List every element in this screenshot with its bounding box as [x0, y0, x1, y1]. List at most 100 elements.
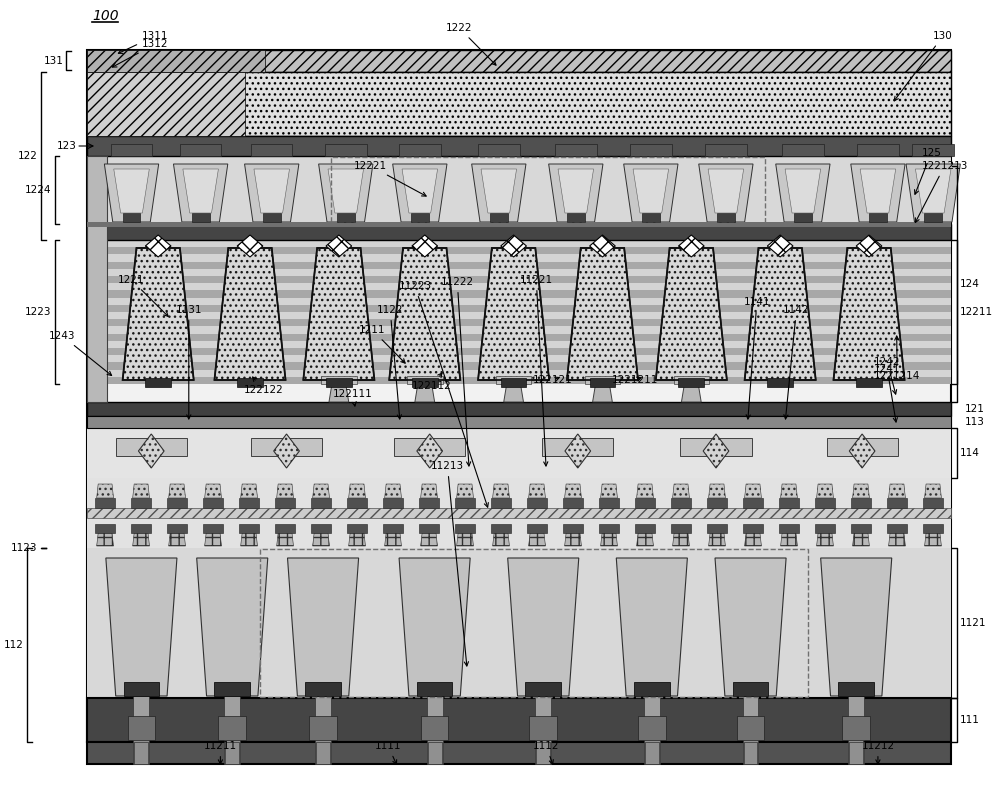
- Bar: [134, 742, 148, 764]
- Text: 1222: 1222: [446, 23, 496, 65]
- Bar: [225, 742, 239, 764]
- Bar: [87, 297, 951, 305]
- Text: 1131: 1131: [176, 305, 202, 419]
- Polygon shape: [849, 434, 875, 468]
- Bar: [203, 498, 223, 508]
- Bar: [316, 742, 330, 764]
- Bar: [501, 378, 526, 387]
- Polygon shape: [703, 434, 729, 468]
- Bar: [251, 438, 322, 456]
- Bar: [237, 378, 263, 387]
- Polygon shape: [508, 558, 579, 696]
- Polygon shape: [558, 169, 594, 213]
- Bar: [496, 376, 531, 384]
- Text: 1221211: 1221211: [612, 375, 658, 385]
- Polygon shape: [145, 235, 171, 257]
- Bar: [733, 682, 768, 696]
- Bar: [87, 340, 951, 348]
- Polygon shape: [529, 484, 545, 498]
- Polygon shape: [673, 484, 689, 498]
- Bar: [87, 333, 951, 341]
- Text: 122121: 122121: [533, 375, 573, 385]
- Bar: [542, 438, 613, 456]
- Polygon shape: [104, 164, 159, 222]
- Text: 125: 125: [915, 148, 941, 194]
- Polygon shape: [123, 248, 194, 380]
- Bar: [857, 144, 899, 156]
- Polygon shape: [169, 484, 185, 498]
- Polygon shape: [624, 164, 678, 222]
- Bar: [924, 213, 942, 222]
- Polygon shape: [709, 533, 725, 546]
- Bar: [490, 213, 508, 222]
- Text: 114: 114: [960, 448, 980, 458]
- Bar: [590, 378, 615, 387]
- Polygon shape: [906, 164, 960, 222]
- Polygon shape: [173, 164, 228, 222]
- Polygon shape: [673, 533, 689, 546]
- Bar: [87, 311, 951, 319]
- Text: 1243: 1243: [49, 331, 112, 376]
- Bar: [599, 524, 619, 533]
- Bar: [644, 696, 660, 726]
- Bar: [239, 498, 259, 508]
- Bar: [133, 740, 149, 764]
- Bar: [455, 498, 475, 508]
- Bar: [717, 213, 735, 222]
- Polygon shape: [678, 235, 704, 257]
- Polygon shape: [237, 235, 263, 257]
- Polygon shape: [745, 533, 761, 546]
- Bar: [743, 740, 758, 764]
- Polygon shape: [776, 164, 830, 222]
- Text: 1221214: 1221214: [874, 336, 920, 381]
- Polygon shape: [567, 248, 638, 380]
- Bar: [305, 682, 341, 696]
- Bar: [239, 524, 259, 533]
- Bar: [275, 524, 295, 533]
- Polygon shape: [856, 235, 882, 257]
- Bar: [87, 72, 245, 136]
- Bar: [131, 524, 151, 533]
- Text: 12221: 12221: [354, 161, 426, 196]
- Text: 11213: 11213: [431, 461, 468, 666]
- Polygon shape: [833, 248, 905, 380]
- Polygon shape: [549, 164, 603, 222]
- Bar: [779, 498, 799, 508]
- Polygon shape: [478, 248, 549, 380]
- Bar: [779, 524, 799, 533]
- Bar: [428, 742, 442, 764]
- Polygon shape: [415, 384, 435, 402]
- Bar: [87, 72, 951, 136]
- Bar: [87, 304, 951, 312]
- Text: 11222: 11222: [441, 277, 474, 466]
- Polygon shape: [493, 484, 509, 498]
- Bar: [260, 549, 808, 697]
- Polygon shape: [402, 169, 438, 213]
- Bar: [529, 716, 557, 740]
- Bar: [827, 438, 898, 456]
- Polygon shape: [715, 558, 786, 696]
- Polygon shape: [205, 484, 221, 498]
- Text: 122: 122: [18, 151, 38, 161]
- Polygon shape: [133, 484, 150, 498]
- Bar: [707, 498, 727, 508]
- Polygon shape: [745, 484, 761, 498]
- Bar: [95, 524, 115, 533]
- Text: 1122: 1122: [377, 305, 403, 419]
- Bar: [87, 268, 951, 276]
- Bar: [743, 498, 763, 508]
- Bar: [87, 282, 951, 290]
- Bar: [224, 696, 240, 726]
- Polygon shape: [254, 169, 289, 213]
- Polygon shape: [183, 169, 218, 213]
- Bar: [383, 524, 403, 533]
- Bar: [311, 524, 331, 533]
- Bar: [203, 524, 223, 533]
- Polygon shape: [169, 533, 185, 546]
- Bar: [311, 498, 331, 508]
- Polygon shape: [303, 248, 374, 380]
- Bar: [743, 696, 758, 726]
- Polygon shape: [889, 484, 905, 498]
- Polygon shape: [681, 384, 701, 402]
- Bar: [525, 682, 561, 696]
